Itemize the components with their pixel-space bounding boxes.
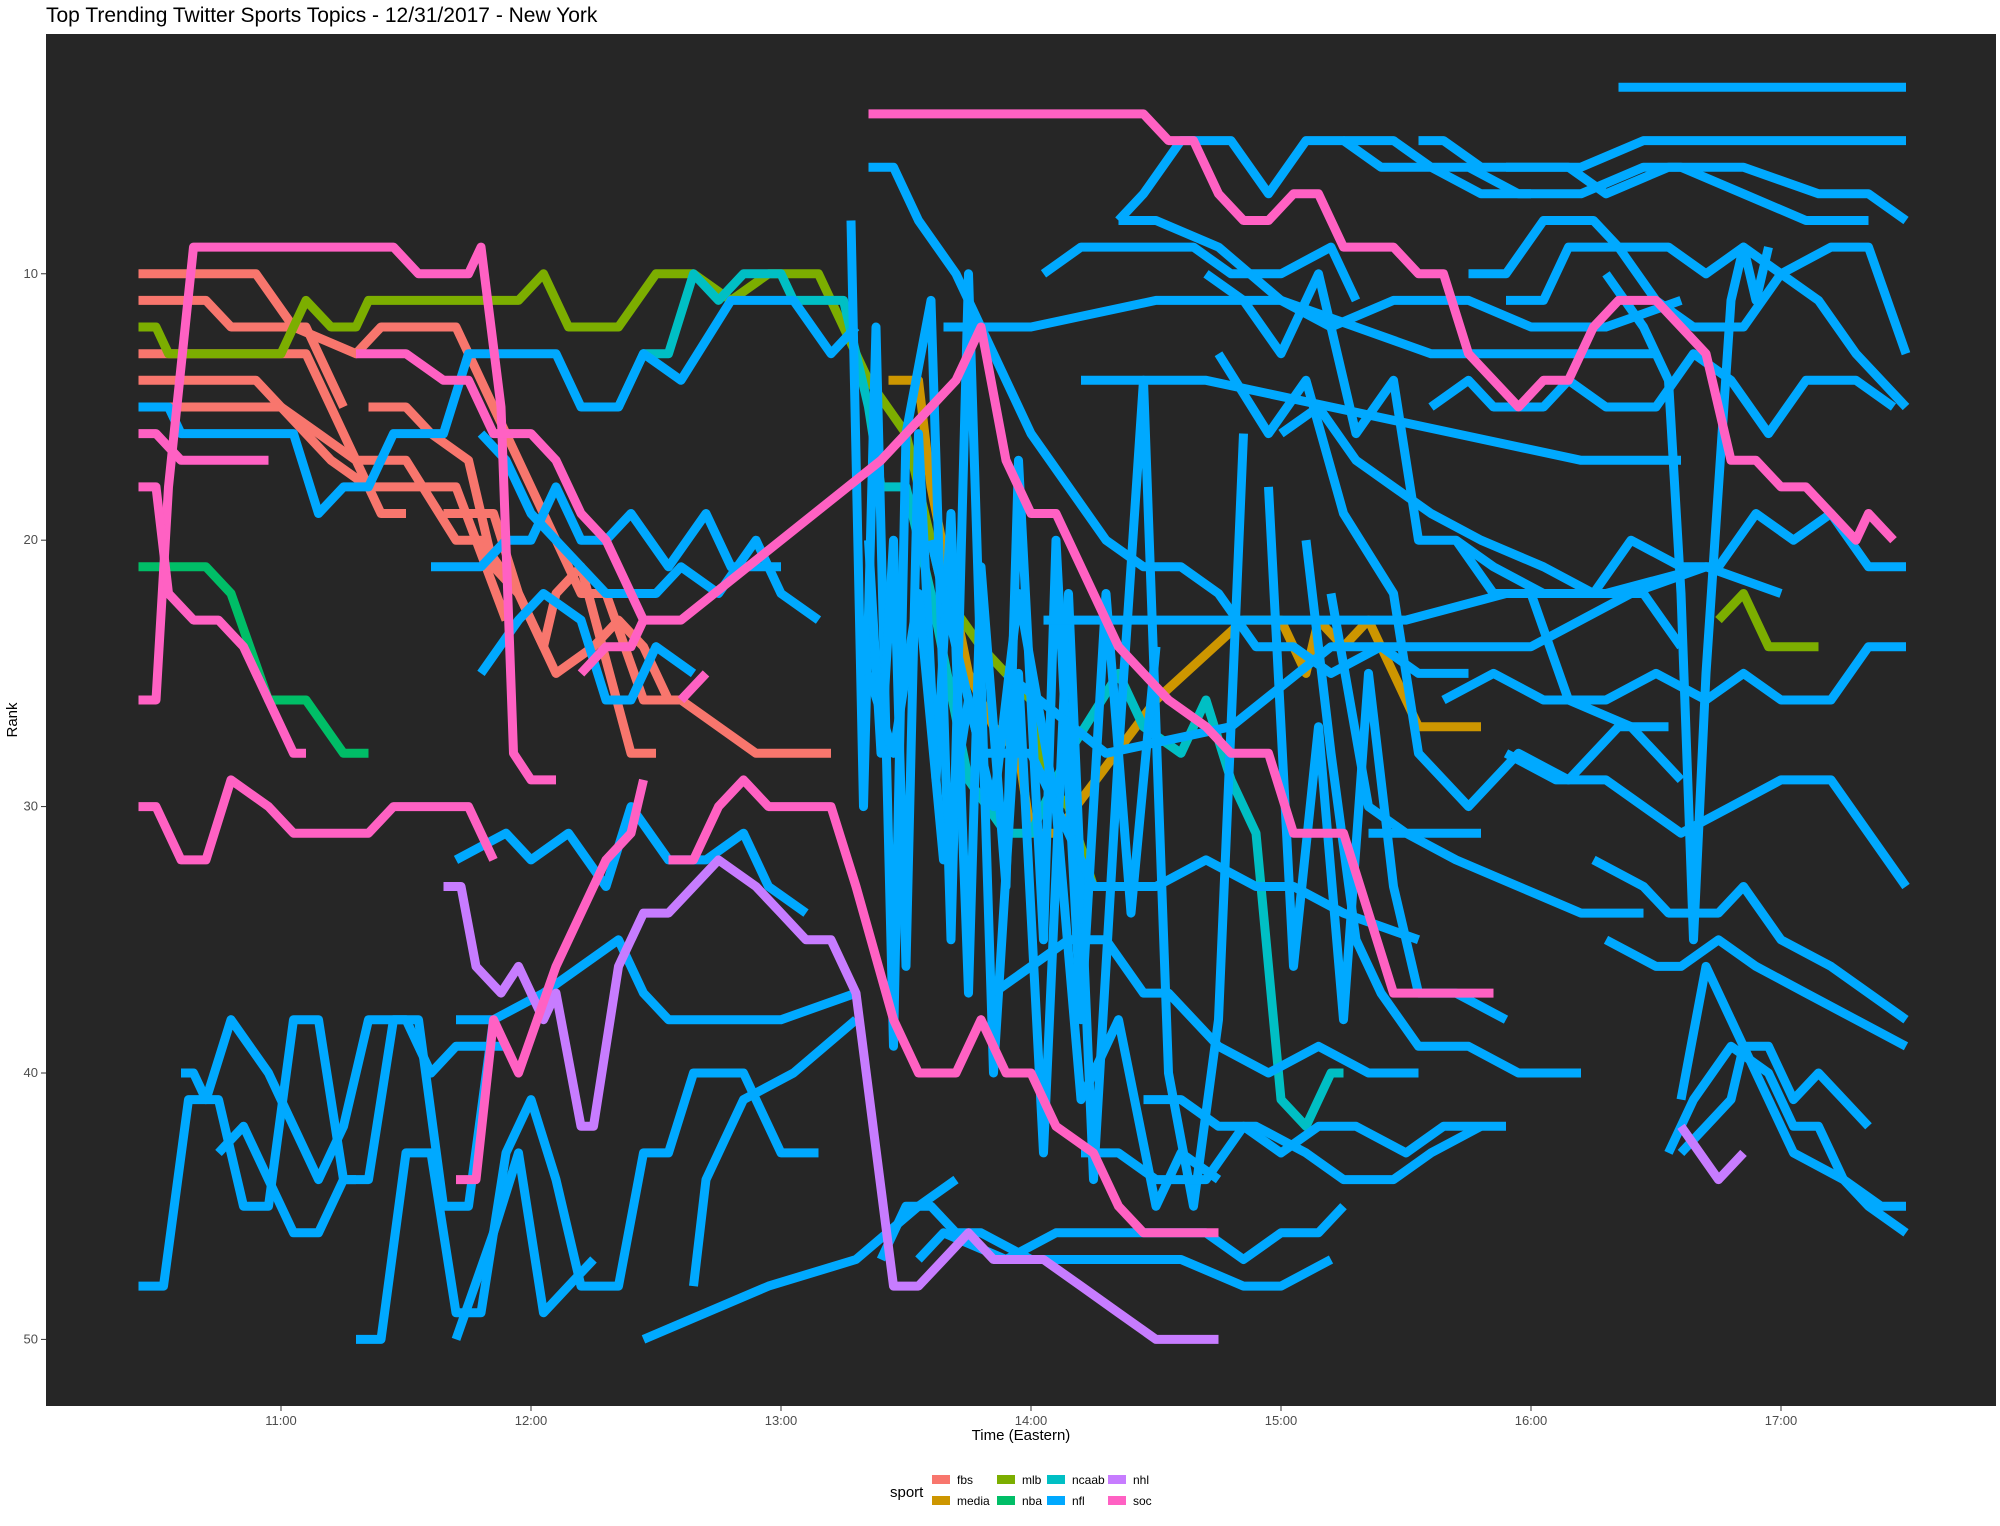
series-line-nfl: [1040, 242, 1361, 303]
series-line-soc: [138, 242, 556, 785]
y-tick-label: 20: [24, 532, 38, 547]
legend-label-media: media: [957, 1494, 990, 1508]
x-tick-label: 17:00: [1765, 1413, 1798, 1428]
series-line-nfl: [1043, 562, 1708, 625]
series-line-nfl: [1418, 136, 1909, 225]
series-line-nhl: [443, 855, 1219, 1344]
chart-title: Top Trending Twitter Sports Topics - 12/…: [46, 4, 598, 27]
legend-swatch-fbs: [932, 1475, 950, 1484]
series-line-nfl: [1115, 136, 1531, 224]
legend-label-ncaab: ncaab: [1072, 1473, 1105, 1487]
series-line-nfl: [138, 1015, 498, 1291]
x-tick-label: 13:00: [765, 1413, 798, 1428]
series-line-fbs: [138, 402, 406, 518]
legend-label-soc: soc: [1133, 1494, 1152, 1508]
y-tick-label: 40: [24, 1065, 38, 1080]
series-line-nfl: [1591, 855, 1909, 1024]
series-line-soc: [668, 775, 1219, 1238]
series-line-nfl: [1428, 349, 1897, 439]
legend-swatch-nfl: [1047, 1496, 1065, 1505]
x-axis: 11:00 12:00 13:00 14:00 15:00 16:00 17:00: [265, 1406, 1797, 1428]
series-line-nfl: [1326, 592, 1481, 838]
series-line-nfl: [356, 1068, 819, 1344]
legend-swatch-mlb: [997, 1475, 1015, 1484]
series-line-nfl: [1603, 935, 1909, 1051]
y-tick-label: 30: [24, 799, 38, 814]
legend-swatch-soc: [1108, 1496, 1126, 1505]
series-line-nfl: [1081, 375, 1681, 465]
series-line-nfl: [453, 802, 809, 917]
series-line-soc: [356, 322, 1494, 998]
legend-swatch-media: [932, 1496, 950, 1505]
series-line-nfl: [1343, 136, 1869, 225]
series-line-nfl: [1676, 961, 1906, 1211]
series-line-nfl: [1506, 242, 1910, 411]
series-line-nfl: [1506, 136, 1906, 172]
series-line-nfl: [1301, 539, 1581, 1078]
series-line-nfl: [1602, 242, 1773, 945]
legend-swatch-ncaab: [1047, 1475, 1065, 1484]
series-line-soc: [138, 482, 306, 758]
series-line-soc: [677, 670, 710, 704]
series-line-nfl: [876, 1201, 1334, 1291]
legend-swatch-nba: [997, 1496, 1015, 1505]
series-line-nfl: [1143, 1095, 1484, 1185]
series-line-nfl: [1664, 1041, 1909, 1237]
legend: sport fbs media mlb nba ncaab nfl nhl soc: [890, 1473, 1152, 1508]
legend-items: fbs media mlb nba ncaab nfl nhl soc: [932, 1473, 1152, 1508]
series-line-nfl: [868, 162, 1469, 678]
x-tick-label: 12:00: [515, 1413, 548, 1428]
series-line-nfl: [1503, 749, 1910, 890]
legend-swatch-nhl: [1108, 1475, 1126, 1484]
series-line-nfl: [1468, 216, 1911, 356]
series-line-nfl: [138, 295, 860, 518]
series-line-fbs: [138, 349, 673, 702]
series-line-nfl: [990, 935, 1419, 1078]
series-line-soc: [456, 778, 648, 1185]
y-tick-label: 10: [24, 266, 38, 281]
series-line-soc: [868, 109, 1897, 545]
x-tick-label: 16:00: [1515, 1413, 1548, 1428]
y-axis-label: Rank: [4, 702, 21, 738]
legend-label-nfl: nfl: [1072, 1494, 1085, 1508]
series-line-nfl: [215, 1121, 356, 1238]
series-line-mlb: [1715, 589, 1819, 652]
series-line-nfl: [1118, 216, 1683, 332]
series-line-fbs: [138, 375, 511, 622]
y-axis: 10 20 30 40 50: [24, 266, 46, 1346]
series-line-soc: [577, 618, 648, 677]
legend-label-fbs: fbs: [957, 1473, 973, 1487]
series-line-nfl: [689, 1016, 859, 1287]
x-tick-label: 15:00: [1265, 1413, 1298, 1428]
series-line-nfl: [641, 1175, 959, 1344]
series-line-nfl: [451, 1148, 597, 1341]
series-line-fbs: [368, 402, 522, 597]
series-line-nfl: [864, 589, 1222, 1211]
legend-label-nhl: nhl: [1133, 1473, 1149, 1487]
series-line-nfl: [456, 935, 858, 1025]
y-tick-label: 50: [24, 1331, 38, 1346]
x-axis-label: Time (Eastern): [972, 1427, 1071, 1444]
series-line-nfl: [1081, 1121, 1506, 1185]
legend-label-nba: nba: [1022, 1494, 1042, 1508]
series-line-nfl: [1677, 1041, 1872, 1156]
x-tick-label: 14:00: [1015, 1413, 1048, 1428]
series-lines: [138, 82, 1911, 1344]
legend-title: sport: [890, 1484, 924, 1501]
series-line-soc: [138, 429, 269, 465]
legend-label-mlb: mlb: [1022, 1473, 1042, 1487]
series-line-nfl: [846, 220, 1248, 1211]
series-line-nhl: [1677, 1123, 1747, 1185]
series-line-soc: [138, 775, 498, 865]
x-tick-label: 11:00: [265, 1413, 297, 1428]
series-line-fbs: [443, 509, 656, 758]
